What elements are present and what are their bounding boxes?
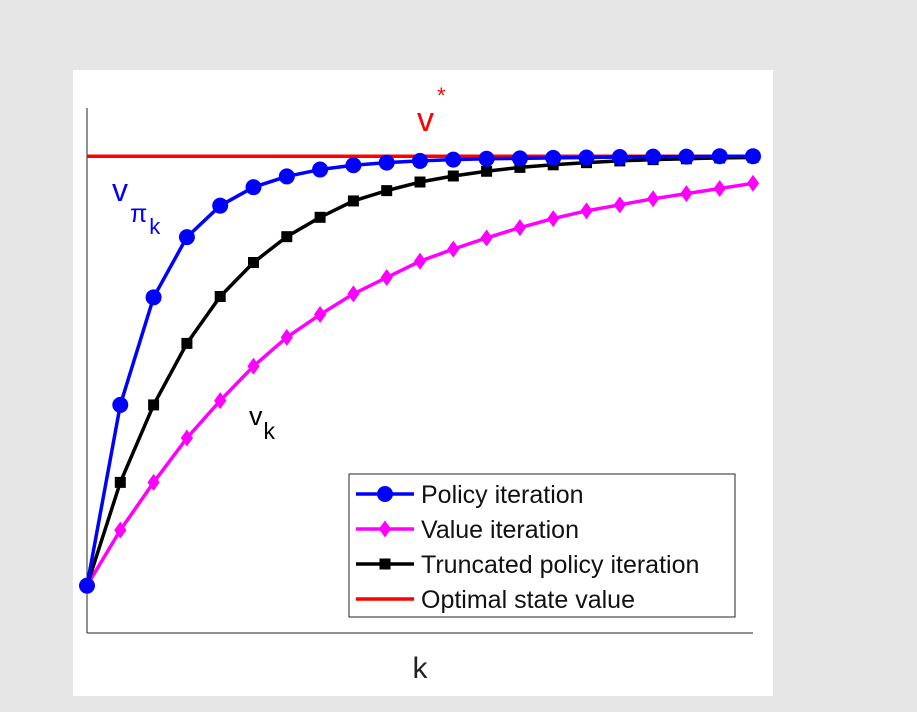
data-point-truncated-policy-iteration xyxy=(381,185,393,197)
data-point-truncated-policy-iteration xyxy=(447,170,459,182)
data-point-value-iteration xyxy=(680,185,693,203)
data-point-policy-iteration xyxy=(545,149,562,166)
data-point-value-iteration xyxy=(713,179,726,197)
series-policy-iteration xyxy=(79,148,761,594)
data-point-truncated-policy-iteration xyxy=(514,161,526,173)
data-point-policy-iteration xyxy=(278,168,295,185)
series-value-iteration xyxy=(80,174,760,595)
data-point-value-iteration xyxy=(513,219,527,237)
data-point-value-iteration xyxy=(613,196,626,214)
data-point-truncated-policy-iteration xyxy=(214,290,226,302)
data-point-policy-iteration xyxy=(345,157,362,174)
data-point-policy-iteration xyxy=(478,150,495,167)
data-point-value-iteration xyxy=(347,285,360,303)
data-point-policy-iteration xyxy=(212,197,229,214)
data-point-truncated-policy-iteration xyxy=(281,231,293,243)
x-axis-label: k xyxy=(413,652,429,685)
data-point-policy-iteration xyxy=(145,289,162,306)
data-point-policy-iteration xyxy=(312,161,329,178)
data-point-value-iteration xyxy=(447,240,460,258)
data-point-policy-iteration xyxy=(112,396,129,413)
legend-swatch-marker-value-iteration xyxy=(378,520,392,538)
data-point-value-iteration xyxy=(313,306,327,324)
data-point-policy-iteration xyxy=(711,148,728,165)
data-point-truncated-policy-iteration xyxy=(248,256,259,268)
data-point-policy-iteration xyxy=(412,152,428,169)
data-point-truncated-policy-iteration xyxy=(414,176,426,188)
data-point-policy-iteration xyxy=(445,151,462,168)
data-point-value-iteration xyxy=(746,174,760,192)
data-point-value-iteration xyxy=(580,202,593,220)
legend-label-policy-iteration: Policy iteration xyxy=(421,481,584,509)
data-point-truncated-policy-iteration xyxy=(114,476,126,488)
data-point-policy-iteration xyxy=(245,179,262,196)
annotation-v-k: vk xyxy=(249,401,276,444)
data-point-truncated-policy-iteration xyxy=(314,211,326,223)
axes xyxy=(86,108,753,634)
legend-label-optimal-state-value: Optimal state value xyxy=(421,586,635,614)
data-point-value-iteration xyxy=(214,392,227,410)
data-point-value-iteration xyxy=(480,229,493,247)
data-point-truncated-policy-iteration xyxy=(181,337,193,349)
data-point-policy-iteration xyxy=(378,154,395,171)
data-point-value-iteration xyxy=(180,429,194,447)
data-point-value-iteration xyxy=(280,328,293,346)
data-point-value-iteration xyxy=(380,269,393,287)
series-layer xyxy=(79,148,761,595)
data-point-policy-iteration xyxy=(578,149,595,166)
legend-swatch-marker-policy-iteration xyxy=(377,486,393,502)
data-point-policy-iteration xyxy=(611,149,628,166)
data-point-policy-iteration xyxy=(511,150,528,167)
legend-label-truncated-policy-iteration: Truncated policy iteration xyxy=(421,551,699,579)
data-point-truncated-policy-iteration xyxy=(347,195,359,207)
data-point-value-iteration xyxy=(247,357,260,375)
legend-label-value-iteration: Value iteration xyxy=(421,516,579,544)
data-point-truncated-policy-iteration xyxy=(148,399,160,411)
data-point-value-iteration xyxy=(547,210,560,228)
legend-box xyxy=(348,473,736,618)
data-point-value-iteration xyxy=(147,473,160,491)
data-point-policy-iteration xyxy=(178,229,195,246)
data-point-policy-iteration xyxy=(678,148,695,165)
data-point-policy-iteration xyxy=(79,577,95,594)
legend-swatch-marker-truncated-policy-iteration xyxy=(379,558,391,570)
data-point-truncated-policy-iteration xyxy=(481,165,493,177)
series-truncated-policy-iteration xyxy=(81,151,759,592)
annotation-v-pi-k: vπk xyxy=(112,172,161,239)
data-point-value-iteration xyxy=(646,190,660,208)
legend: Policy iteration Value iteration Truncated… xyxy=(348,473,736,618)
data-point-value-iteration xyxy=(413,252,427,270)
data-point-policy-iteration xyxy=(745,148,761,165)
annotation-v-star: v* xyxy=(417,83,446,139)
data-point-value-iteration xyxy=(114,521,127,539)
data-point-policy-iteration xyxy=(645,148,662,165)
